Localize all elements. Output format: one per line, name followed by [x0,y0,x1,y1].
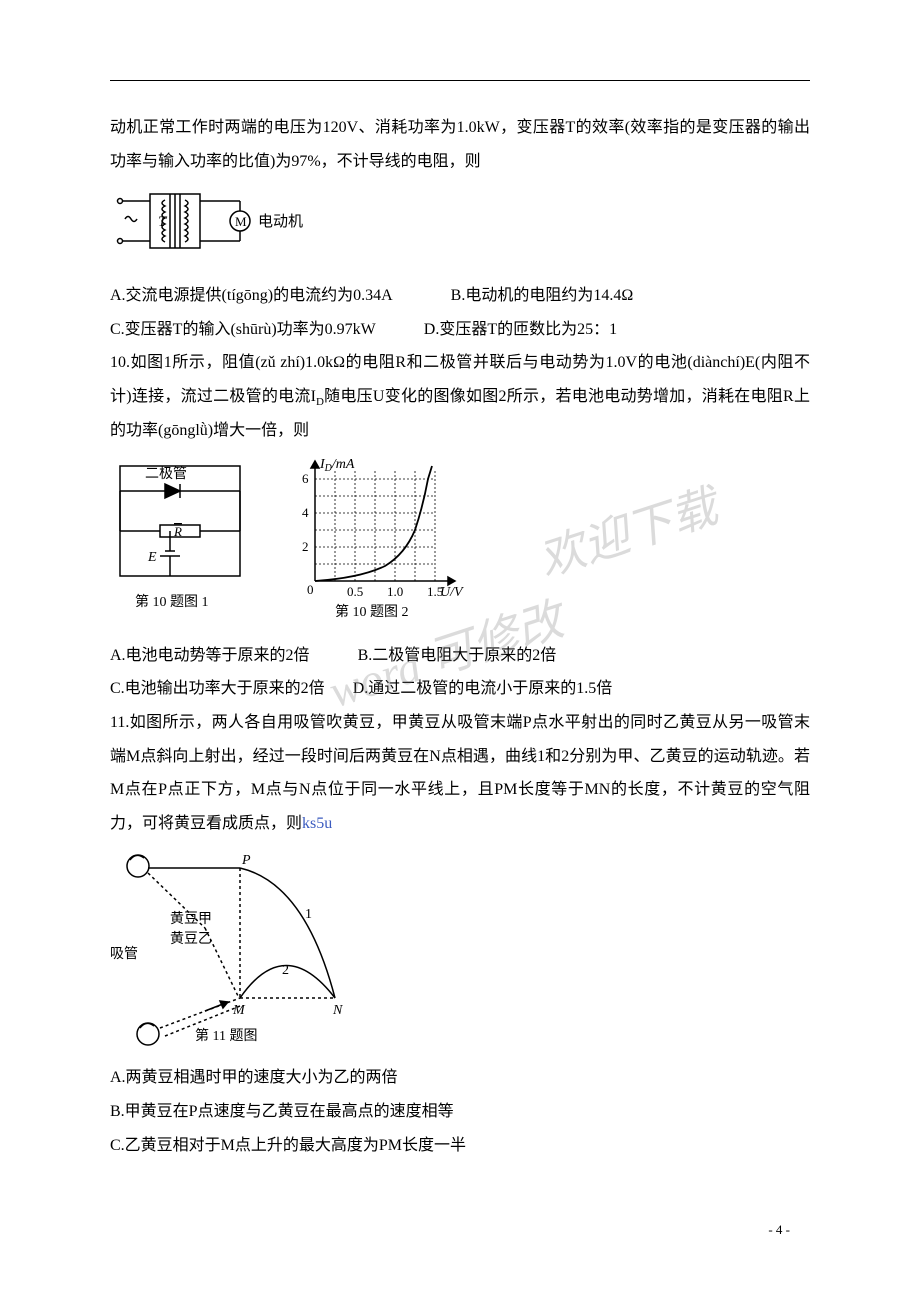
label-bean2: 黄豆乙 [170,930,212,947]
svg-text:1.0: 1.0 [387,584,403,599]
label-2: 2 [282,963,289,978]
svg-text:6: 6 [302,471,309,486]
fig11-caption: 第 11 题图 [195,1027,257,1044]
q10-options-row1: A.电池电动势等于原来的2倍 B.二极管电阻大于原来的2倍 [110,639,810,673]
svg-text:0.5: 0.5 [347,584,363,599]
q11-intro: 11.如图所示，两人各自用吸管吹黄豆，甲黄豆从吸管末端P点水平射出的同时乙黄豆从… [110,706,810,840]
svg-text:2: 2 [302,539,309,554]
svg-text:ID/mA: ID/mA [319,457,355,474]
fig10-caption1: 第 10 题图 1 [135,593,209,610]
q9-intro: 动机正常工作时两端的电压为120V、消耗功率为1.0kW，变压器T的效率(效率指… [110,111,810,178]
top-rule [110,80,810,81]
q11-opt-c: C.乙黄豆相对于M点上升的最大高度为PM长度一半 [110,1129,810,1163]
page: word 可修改 欢迎下载 动机正常工作时两端的电压为120V、消耗功率为1.0… [0,0,920,1278]
label-N: N [332,1003,343,1018]
q11-opt-a: A.两黄豆相遇时甲的速度大小为乙的两倍 [110,1061,810,1095]
label-1: 1 [305,907,312,922]
svg-text:0: 0 [307,582,314,597]
label-R: R [173,524,182,539]
q11-opt-b: B.甲黄豆在P点速度与乙黄豆在最高点的速度相等 [110,1095,810,1129]
label-T: T [158,214,168,230]
q9-opt-d: D.变压器T的匝数比为25：1 [424,313,617,347]
figure-9: T M 电动机 [110,186,810,271]
q10-intro: 10.如图1所示，阻值(zǔ zhí)1.0kΩ的电阻R和二极管并联后与电动势为… [110,346,810,447]
chart-xlabel: U/V [440,585,464,600]
svg-text:4: 4 [302,505,309,520]
q9-opt-b: B.电动机的电阻约为14.4Ω [451,279,634,313]
label-bean1: 黄豆甲 [170,910,212,927]
fig10-caption2: 第 10 题图 2 [335,603,409,620]
q10-opt-b: B.二极管电阻大于原来的2倍 [358,639,557,673]
q10-opt-a: A.电池电动势等于原来的2倍 [110,639,310,673]
svg-text:1.5: 1.5 [427,584,443,599]
q9-options-row2: C.变压器T的输入(shūrù)功率为0.97kW D.变压器T的匝数比为25：… [110,313,810,347]
q10-options-row2: C.电池输出功率大于原来的2倍 D.通过二极管的电流小于原来的1.5倍 [110,672,810,706]
page-number: - 4 - [110,1222,810,1238]
q10-opt-d: D.通过二极管的电流小于原来的1.5倍 [353,672,613,706]
label-P: P [241,853,251,868]
label-E: E [147,550,157,565]
label-M: M [235,214,247,229]
label-diode: 二极管 [145,466,187,482]
q9-opt-c: C.变压器T的输入(shūrù)功率为0.97kW [110,313,376,347]
figure-11: P M N 1 2 吸管 黄豆甲 黄豆乙 第 11 题图 [110,848,810,1053]
label-M: M [232,1003,246,1018]
figure-10: 二极管 R E 第 10 题图 1 [110,456,810,631]
label-motor: 电动机 [258,213,303,230]
label-straw: 吸管 [110,946,138,962]
q9-options-row1: A.交流电源提供(tígōng)的电流约为0.34A B.电动机的电阻约为14.… [110,279,810,313]
q9-opt-a: A.交流电源提供(tígōng)的电流约为0.34A [110,279,393,313]
q10-opt-c: C.电池输出功率大于原来的2倍 [110,672,325,706]
